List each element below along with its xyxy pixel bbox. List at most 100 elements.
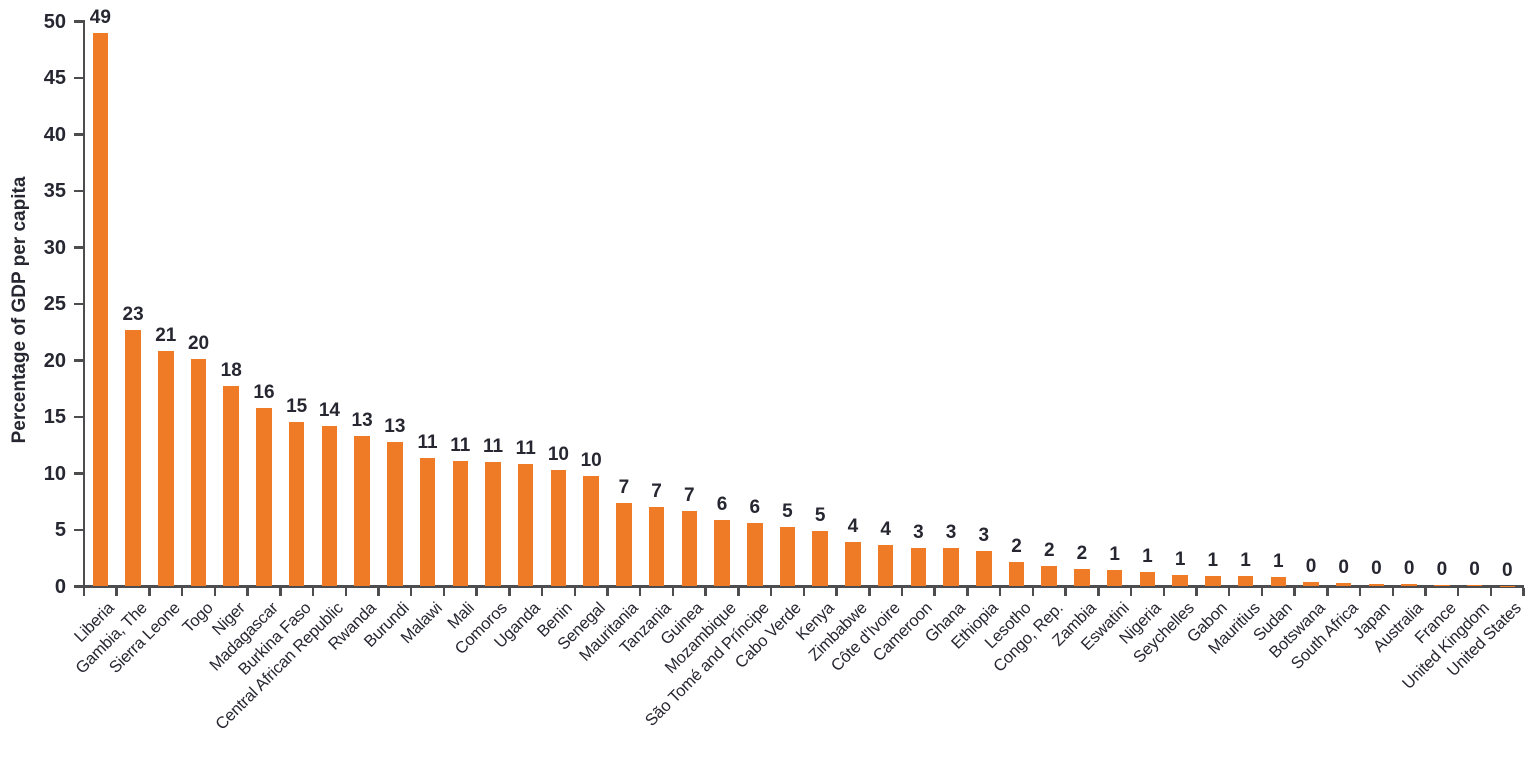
bar-value-label: 1 bbox=[1272, 551, 1284, 573]
bar-value-label: 1 bbox=[1109, 544, 1120, 566]
x-tick-mark bbox=[998, 587, 1002, 596]
bar-value-label: 0 bbox=[1469, 558, 1480, 580]
bar-value-label: 0 bbox=[1338, 556, 1349, 578]
bar-value-label: 3 bbox=[945, 522, 957, 544]
bar-value-label: 0 bbox=[1371, 557, 1382, 579]
bar-value-label: 11 bbox=[515, 437, 536, 459]
bar-value-label: 13 bbox=[351, 410, 373, 432]
bar bbox=[616, 503, 632, 587]
bar-value-label: 10 bbox=[547, 443, 569, 465]
bar bbox=[158, 351, 174, 587]
x-axis-label: Togo bbox=[178, 599, 217, 637]
x-tick-mark bbox=[638, 587, 642, 596]
bar-value-label: 10 bbox=[580, 450, 602, 472]
x-tick-mark bbox=[344, 587, 347, 596]
x-tick-mark bbox=[148, 587, 151, 596]
bar-value-label: 0 bbox=[1502, 559, 1513, 581]
y-tick-mark bbox=[74, 528, 83, 532]
bar-value-label: 13 bbox=[384, 415, 406, 437]
bar-value-label: 7 bbox=[651, 480, 662, 502]
y-tick-label: 10 bbox=[43, 462, 66, 485]
bar-value-label: 6 bbox=[716, 494, 728, 516]
bar bbox=[976, 551, 992, 587]
bar-value-label: 14 bbox=[318, 400, 340, 422]
bar bbox=[1499, 585, 1516, 587]
bar bbox=[877, 544, 894, 587]
x-tick-mark bbox=[1129, 587, 1133, 596]
bar bbox=[550, 469, 567, 587]
y-tick-label: 15 bbox=[43, 406, 66, 428]
y-tick-label: 5 bbox=[54, 519, 66, 541]
bar-value-label: 5 bbox=[814, 504, 826, 526]
bar-value-label: 21 bbox=[155, 325, 177, 347]
x-tick-mark bbox=[82, 587, 86, 596]
y-tick-label: 0 bbox=[54, 575, 66, 598]
bar-value-label: 2 bbox=[1011, 535, 1022, 557]
y-tick-mark bbox=[74, 246, 83, 249]
y-tick-mark bbox=[74, 415, 83, 419]
bar-value-label: 0 bbox=[1436, 558, 1448, 580]
x-tick-mark bbox=[1326, 587, 1329, 596]
bar bbox=[943, 548, 959, 587]
bar-value-label: 6 bbox=[749, 496, 761, 518]
y-tick-label: 45 bbox=[43, 67, 66, 89]
bar bbox=[190, 359, 207, 587]
bar-value-label: 7 bbox=[684, 485, 695, 507]
x-tick-mark bbox=[1391, 587, 1395, 596]
bar bbox=[812, 530, 828, 587]
x-tick-mark bbox=[1522, 587, 1525, 596]
x-tick-mark bbox=[377, 587, 380, 596]
x-tick-mark bbox=[1489, 587, 1493, 596]
x-axis-line bbox=[82, 585, 1524, 588]
x-tick-mark bbox=[1456, 587, 1460, 596]
bar-value-label: 0 bbox=[1305, 555, 1317, 577]
bar bbox=[714, 520, 730, 587]
bar bbox=[648, 506, 665, 587]
y-tick-label: 35 bbox=[43, 180, 66, 202]
x-tick-mark bbox=[1293, 587, 1296, 596]
bar bbox=[1434, 584, 1450, 587]
bar bbox=[223, 386, 239, 587]
bar bbox=[517, 463, 534, 587]
x-tick-mark bbox=[508, 587, 511, 596]
x-tick-mark bbox=[279, 587, 282, 596]
bar bbox=[354, 436, 370, 587]
x-tick-mark bbox=[409, 587, 413, 596]
x-tick-mark bbox=[966, 587, 969, 596]
bar bbox=[485, 461, 501, 587]
bar bbox=[1205, 575, 1221, 587]
bar bbox=[1106, 570, 1123, 587]
bar bbox=[1074, 568, 1090, 587]
bar bbox=[256, 407, 272, 587]
x-tick-mark bbox=[868, 587, 871, 596]
x-tick-mark bbox=[835, 587, 838, 596]
bar bbox=[387, 441, 403, 587]
bar-value-label: 16 bbox=[253, 381, 275, 403]
x-tick-mark bbox=[900, 587, 904, 596]
bar bbox=[125, 329, 141, 587]
x-tick-mark bbox=[671, 587, 675, 596]
bar-value-label: 2 bbox=[1043, 540, 1055, 562]
bar-value-label: 1 bbox=[1142, 545, 1153, 567]
x-tick-mark bbox=[737, 587, 740, 596]
x-tick-mark bbox=[540, 587, 544, 596]
bar-value-label: 3 bbox=[913, 521, 924, 543]
bar bbox=[1270, 577, 1287, 587]
y-tick-mark bbox=[74, 302, 83, 306]
bar-value-label: 20 bbox=[187, 333, 210, 355]
x-tick-mark bbox=[1227, 587, 1231, 596]
x-tick-mark bbox=[573, 587, 577, 596]
y-tick-mark bbox=[74, 472, 83, 475]
bar-value-label: 4 bbox=[847, 516, 859, 538]
y-tick-label: 20 bbox=[43, 349, 66, 372]
y-tick-mark bbox=[74, 133, 83, 136]
y-tick-mark bbox=[74, 20, 83, 23]
bar bbox=[1237, 576, 1254, 587]
x-tick-mark bbox=[213, 587, 217, 596]
bar-value-label: 4 bbox=[880, 518, 891, 540]
bar bbox=[1303, 581, 1319, 587]
x-tick-mark bbox=[180, 587, 184, 596]
y-tick-mark bbox=[74, 359, 83, 362]
bar-value-label: 49 bbox=[89, 6, 111, 28]
bar bbox=[779, 527, 796, 587]
